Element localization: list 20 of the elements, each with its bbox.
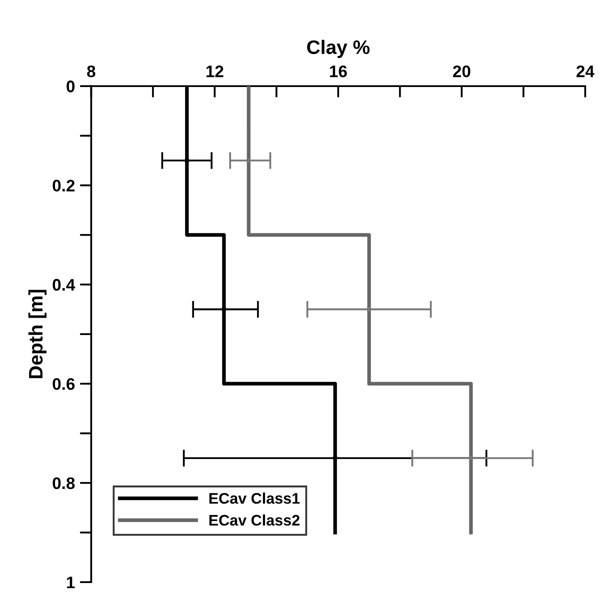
y-tick-label: 1 (67, 576, 75, 588)
y-tick-label: 0.8 (52, 477, 75, 490)
y-tick-label: 0.2 (52, 180, 75, 192)
y-axis-title: Depth [m] (28, 290, 47, 378)
point (366, 306, 372, 312)
y-tick-label: 0.4 (52, 278, 76, 291)
point (184, 158, 190, 163)
x-axis-title: Clay % (307, 40, 370, 58)
x-tick-label: 16 (330, 65, 347, 78)
legend-label: ECav Class2 (209, 514, 300, 526)
x-tick-label: 20 (453, 65, 470, 78)
point (246, 158, 252, 163)
line-series (246, 86, 473, 534)
x-tick-label: 24 (576, 65, 594, 78)
legend-label: ECav Class1 (209, 492, 300, 504)
x-tick-label: 12 (206, 65, 224, 78)
x-tick-label: 8 (87, 65, 96, 78)
y-tick-label: 0 (66, 80, 75, 92)
point (468, 456, 474, 461)
y-tick-label: 0.6 (52, 378, 75, 390)
